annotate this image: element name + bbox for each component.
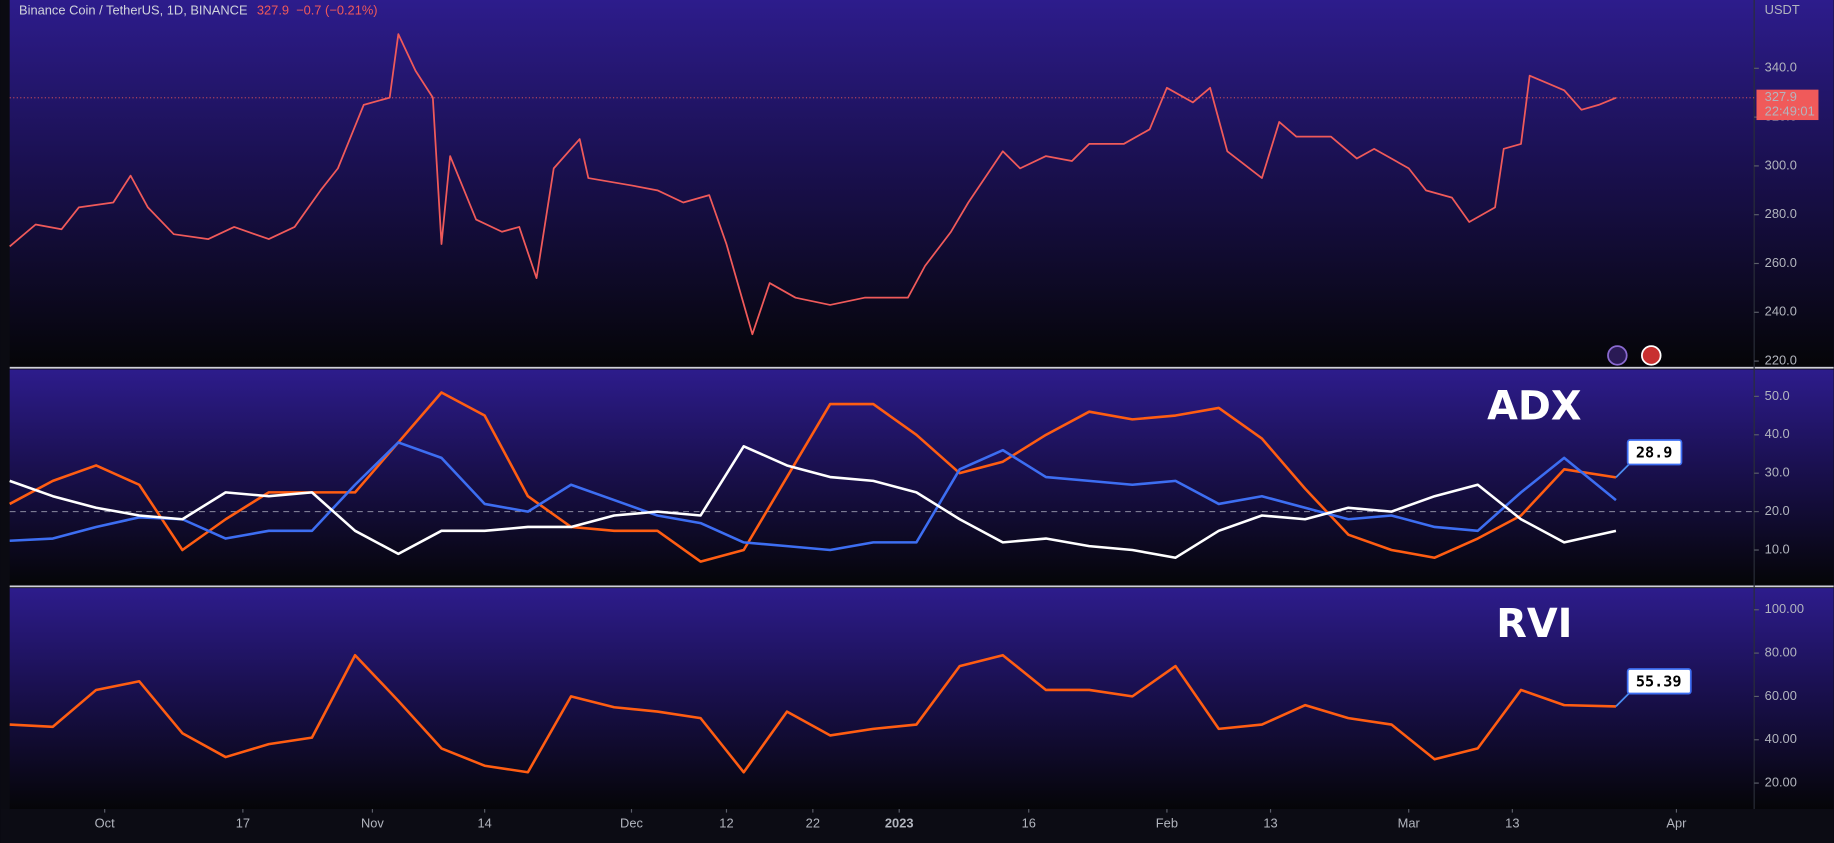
series-line <box>9 441 1617 552</box>
change: −0.7 (−0.21%) <box>296 3 378 18</box>
header: Binance Coin / TetherUS, 1D, BINANCE 327.… <box>19 3 378 18</box>
series-line <box>9 33 1617 336</box>
symbol-title: Binance Coin / TetherUS, 1D, BINANCE <box>19 3 248 18</box>
y-tick-label: 10.0 <box>1765 541 1790 556</box>
y-tick-label: 60.00 <box>1765 688 1797 703</box>
y-tick-label: 30.0 <box>1765 465 1790 480</box>
series-line <box>9 391 1617 563</box>
x-tick-label: 13 <box>1505 816 1519 831</box>
y-tick-label: 20.0 <box>1765 503 1790 518</box>
x-tick-label: 12 <box>719 816 733 831</box>
x-tick-label: 13 <box>1263 816 1277 831</box>
time-axis <box>0 809 1834 843</box>
pane-title: RVI <box>1496 601 1572 647</box>
y-tick-label: 340.0 <box>1765 60 1797 75</box>
y-tick-label: 80.00 <box>1765 644 1797 659</box>
x-tick-label: Oct <box>95 816 115 831</box>
pane-title: ADX <box>1487 384 1581 430</box>
x-tick-label: 22 <box>806 816 820 831</box>
y-tick-label: 20.00 <box>1765 774 1797 789</box>
x-tick-label: Apr <box>1666 816 1687 831</box>
plot-layer: 220.0240.0260.0280.0300.0320.0340.0327.9… <box>9 33 1819 831</box>
x-tick-label: 2023 <box>885 816 914 831</box>
x-tick-label: Mar <box>1398 816 1421 831</box>
price-tag <box>1756 89 1819 121</box>
y-tick-label: 220.0 <box>1765 352 1797 367</box>
y-tick-label: 50.0 <box>1765 388 1790 403</box>
value-label: 28.9 <box>1636 443 1673 461</box>
countdown: 22:49:01 <box>1765 103 1815 118</box>
currency-label: USDT <box>1765 2 1800 17</box>
y-tick-label: 240.0 <box>1765 304 1797 319</box>
rvi-pane <box>9 588 1834 810</box>
y-tick-label: 100.00 <box>1765 601 1804 616</box>
label-box <box>1626 439 1683 466</box>
x-tick-label: 16 <box>1022 816 1036 831</box>
event-icon[interactable] <box>1607 345 1628 366</box>
quote: 327.9 <box>257 3 289 18</box>
adx-pane <box>9 369 1834 585</box>
y-tick-label: 40.00 <box>1765 731 1797 746</box>
series-line <box>9 653 1616 774</box>
x-tick-label: 17 <box>236 816 250 831</box>
y-tick-label: 280.0 <box>1765 206 1797 221</box>
value-label: 55.39 <box>1636 672 1682 690</box>
price-tag-value: 327.9 <box>1765 89 1797 104</box>
x-tick-label: Nov <box>361 816 384 831</box>
y-tick-label: 300.0 <box>1765 157 1797 172</box>
event-icon[interactable] <box>1641 345 1662 366</box>
x-tick-label: Feb <box>1156 816 1178 831</box>
y-tick-label: 40.0 <box>1765 426 1790 441</box>
x-tick-label: Dec <box>620 816 643 831</box>
y-tick-label: 260.0 <box>1765 255 1797 270</box>
x-tick-label: 14 <box>478 816 492 831</box>
series-line <box>9 445 1617 559</box>
price-pane <box>9 0 1834 366</box>
label-box <box>1626 668 1692 695</box>
